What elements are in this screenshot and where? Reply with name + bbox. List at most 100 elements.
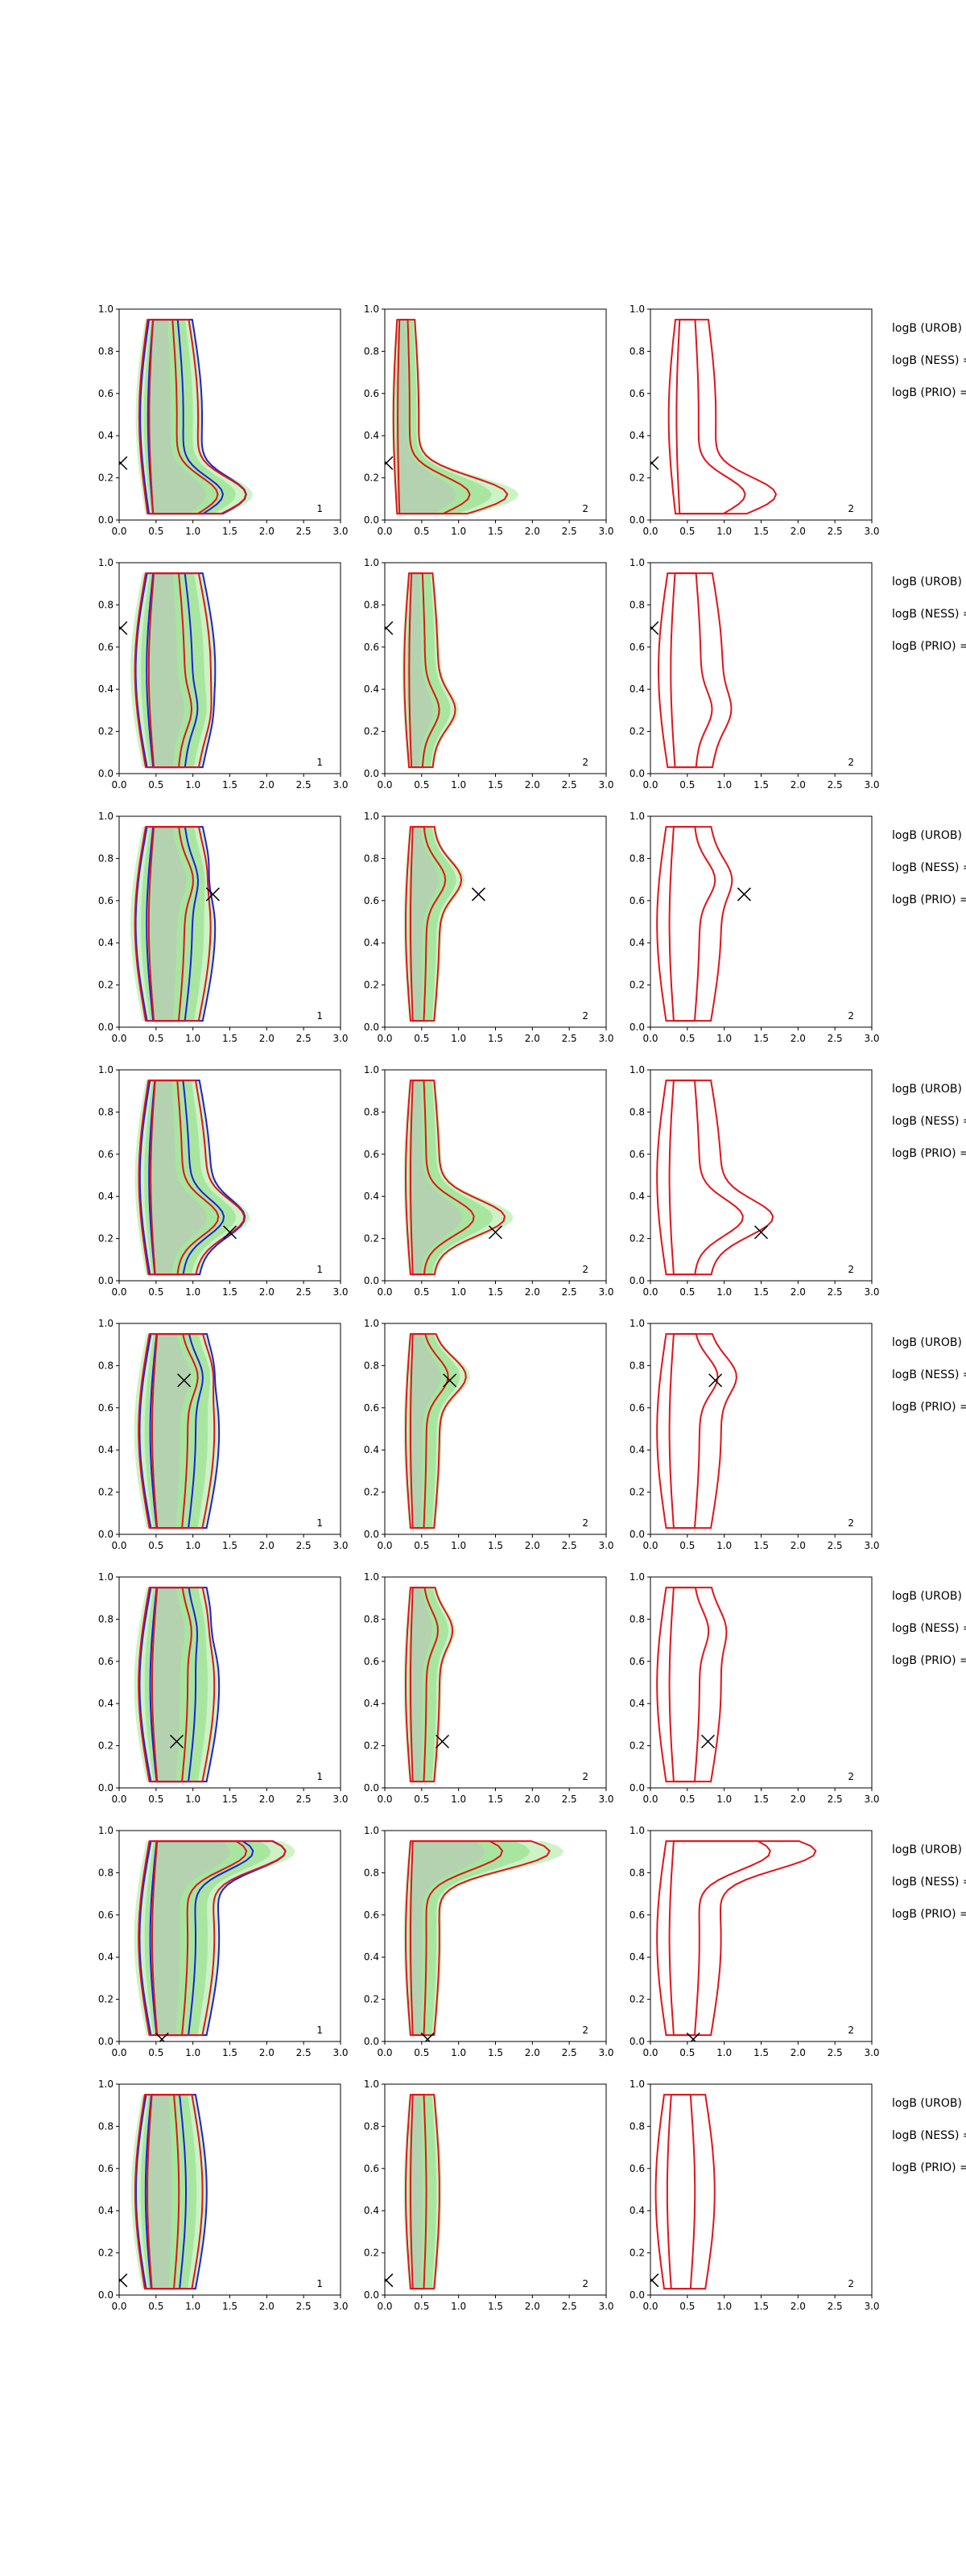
marker-x (119, 2273, 128, 2288)
logb-label: logB (PRIO) = (892, 1401, 966, 1414)
x-tick-label: 0.0 (377, 1286, 392, 1298)
y-tick-label: 0.8 (630, 1106, 645, 1117)
x-tick-label: 1.5 (222, 2301, 237, 2312)
marker-x (385, 456, 394, 470)
marker-x (205, 887, 220, 902)
x-tick-label: 2.0 (259, 1540, 275, 1551)
x-tick-label: 0.0 (111, 1794, 126, 1805)
y-tick-label: 0.2 (364, 1233, 379, 1245)
y-tick-label: 0.0 (630, 1022, 645, 1033)
x-tick-label: 3.0 (864, 1794, 879, 1805)
y-tick-label: 0.8 (98, 1613, 114, 1624)
y-tick-label: 0.2 (98, 1740, 114, 1752)
y-tick-label: 0.0 (98, 1782, 114, 1794)
x-tick-label: 1.5 (488, 2301, 503, 2312)
x-tick-label: 3.0 (864, 779, 879, 791)
panel-index-label: 2 (848, 2278, 854, 2289)
y-tick-label: 0.4 (364, 683, 379, 695)
logb-label: logB (NESS) = (892, 354, 966, 367)
y-tick-label: 0.0 (98, 1529, 114, 1540)
contour-line-red-outer (404, 2094, 440, 2290)
y-tick-label: 0.0 (98, 514, 114, 526)
panel-index-label: 2 (582, 1517, 588, 1529)
y-tick-label: 0.4 (630, 1698, 645, 1709)
y-tick-label: 0.0 (98, 2036, 114, 2047)
panel-r1-c1: 0.0 0.5 1.0 1.5 2.0 2.5 3.0 0.0 0.2 0.4 0.6 0.8 1.0 1 (98, 303, 349, 537)
contour-line-red-outer (654, 2094, 716, 2290)
x-tick-label: 2.0 (525, 1794, 540, 1805)
logb-label: logB (UROB) = (892, 829, 966, 842)
y-tick-label: 0.8 (98, 599, 114, 610)
x-tick-label: 3.0 (332, 1794, 348, 1805)
contour-fill-core (409, 573, 434, 768)
y-tick-label: 1.0 (98, 303, 114, 315)
x-tick-label: 1.0 (716, 779, 732, 791)
x-tick-label: 1.5 (222, 1286, 237, 1298)
x-tick-label: 2.0 (259, 526, 275, 537)
x-tick-label: 1.0 (185, 1794, 200, 1805)
y-tick-label: 0.2 (98, 1233, 114, 1245)
y-tick-label: 0.0 (630, 768, 645, 779)
x-tick-label: 2.0 (259, 779, 275, 791)
x-tick-label: 1.5 (222, 2047, 237, 2058)
y-tick-label: 0.8 (630, 2120, 645, 2132)
marker-x (650, 621, 659, 635)
x-tick-label: 1.5 (488, 1540, 503, 1551)
y-tick-label: 0.4 (98, 1444, 114, 1455)
x-tick-label: 0.5 (414, 526, 429, 537)
logb-label: logB (UROB) = (892, 322, 966, 335)
contour-line-red-inner (670, 572, 713, 769)
contour-fill-core (411, 2095, 423, 2289)
x-tick-label: 2.0 (791, 1286, 806, 1298)
marker-x (708, 1373, 723, 1388)
contour-layer (134, 1080, 250, 1276)
y-tick-label: 0.6 (630, 1656, 645, 1667)
marker-x (385, 621, 394, 635)
contour-layer (403, 1840, 564, 2041)
x-tick-label: 0.5 (679, 2301, 695, 2312)
panel-r6-c2: 0.0 0.5 1.0 1.5 2.0 2.5 3.0 0.0 0.2 0.4 0.6 0.8 1.0 2 (364, 1571, 614, 1805)
y-tick-label: 0.4 (98, 1191, 114, 1202)
x-tick-label: 2.5 (828, 526, 843, 537)
x-tick-label: 2.5 (562, 2047, 577, 2058)
y-tick-label: 0.6 (364, 388, 379, 399)
logb-label: logB (NESS) = (892, 1368, 966, 1381)
marker-x (155, 2032, 169, 2041)
x-tick-label: 2.0 (791, 2047, 806, 2058)
panel-index-label: 2 (848, 2025, 854, 2036)
x-tick-label: 0.0 (377, 1540, 392, 1551)
x-tick-label: 1.5 (222, 779, 237, 791)
x-tick-label: 3.0 (332, 1033, 348, 1044)
x-tick-label: 1.5 (753, 2047, 769, 2058)
x-tick-label: 0.0 (642, 526, 658, 537)
contour-layer (134, 1587, 221, 1783)
contour-line-red-outer (138, 1587, 216, 1783)
x-tick-label: 3.0 (598, 2301, 613, 2312)
x-tick-label: 2.0 (791, 779, 806, 791)
logb-label: logB (NESS) = (892, 1115, 966, 1128)
x-tick-label: 1.0 (451, 1286, 466, 1298)
y-tick-label: 0.2 (630, 2248, 645, 2259)
contour-fill-inner (395, 320, 492, 514)
x-tick-label: 3.0 (864, 1540, 879, 1551)
y-tick-label: 1.0 (630, 557, 645, 568)
x-tick-label: 3.0 (864, 2301, 879, 2312)
x-tick-label: 1.0 (716, 2301, 732, 2312)
y-tick-label: 0.6 (630, 388, 645, 399)
panel-r4-c3: 0.0 0.5 1.0 1.5 2.0 2.5 3.0 0.0 0.2 0.4 0.6 0.8 1.0 2 (630, 1064, 880, 1298)
panel-r8-c1: 0.0 0.5 1.0 1.5 2.0 2.5 3.0 0.0 0.2 0.4 0.6 0.8 1.0 1 (98, 2079, 349, 2312)
x-tick-label: 1.0 (716, 1033, 732, 1044)
marker-x (471, 887, 485, 902)
contour-layer (656, 1333, 737, 1530)
x-tick-label: 1.0 (451, 779, 466, 791)
contour-layer (650, 572, 733, 769)
y-tick-label: 0.6 (630, 1149, 645, 1160)
y-tick-label: 0.0 (364, 1275, 379, 1286)
x-tick-label: 0.5 (148, 1540, 163, 1551)
panel-index-label: 1 (316, 2278, 323, 2289)
x-tick-label: 2.5 (562, 1286, 577, 1298)
contour-line-red-inner (151, 1333, 199, 1530)
y-tick-label: 0.6 (630, 1402, 645, 1414)
contour-layer (403, 826, 485, 1022)
marker-x (753, 1225, 769, 1240)
